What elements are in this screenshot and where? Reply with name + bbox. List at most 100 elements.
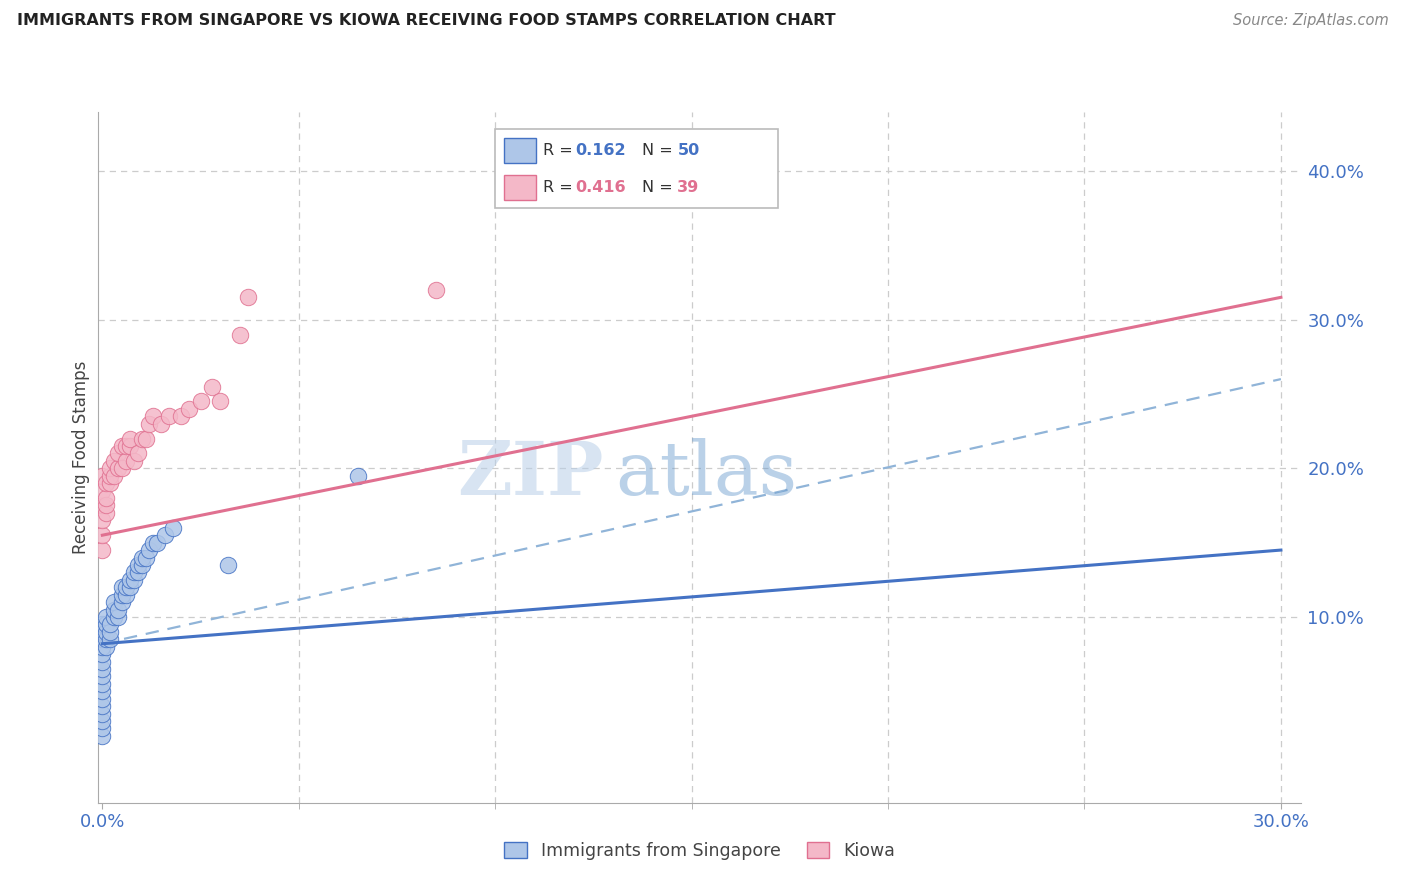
Point xyxy=(91,528,114,542)
Point xyxy=(91,677,114,691)
Point xyxy=(229,327,252,342)
Point xyxy=(115,454,138,468)
Point xyxy=(98,624,121,639)
Point xyxy=(91,543,114,558)
Point xyxy=(107,602,129,616)
Point xyxy=(98,461,121,475)
Point xyxy=(118,580,141,594)
Y-axis label: Receiving Food Stamps: Receiving Food Stamps xyxy=(72,360,90,554)
Point xyxy=(135,432,157,446)
Point xyxy=(122,573,145,587)
Text: 50: 50 xyxy=(678,143,700,158)
Point xyxy=(91,617,114,632)
Point xyxy=(142,409,165,424)
Point xyxy=(122,566,145,580)
Text: N =: N = xyxy=(643,143,678,158)
Point xyxy=(131,432,153,446)
Point xyxy=(96,640,118,654)
Point xyxy=(150,417,173,431)
Text: atlas: atlas xyxy=(616,438,797,511)
Point xyxy=(201,379,224,393)
Point xyxy=(111,595,134,609)
Point xyxy=(107,461,129,475)
Point xyxy=(111,439,134,453)
Point xyxy=(98,632,121,647)
Point xyxy=(103,468,125,483)
Point xyxy=(96,499,118,513)
Point xyxy=(96,476,118,491)
Point xyxy=(111,588,134,602)
Point xyxy=(170,409,193,424)
FancyBboxPatch shape xyxy=(495,128,778,209)
Point xyxy=(96,632,118,647)
Point xyxy=(346,468,368,483)
Point xyxy=(155,528,177,542)
Point xyxy=(98,468,121,483)
Point xyxy=(91,669,114,683)
Point xyxy=(138,417,160,431)
Point xyxy=(91,632,114,647)
Point xyxy=(115,439,138,453)
Point xyxy=(209,394,232,409)
Point xyxy=(91,699,114,714)
Point xyxy=(131,550,153,565)
Point xyxy=(162,521,184,535)
Text: 0.162: 0.162 xyxy=(575,143,626,158)
Point xyxy=(91,655,114,669)
Point xyxy=(190,394,212,409)
Point xyxy=(91,684,114,698)
Point xyxy=(98,476,121,491)
Legend: Immigrants from Singapore, Kiowa: Immigrants from Singapore, Kiowa xyxy=(498,835,901,867)
Point xyxy=(118,432,141,446)
Point xyxy=(91,706,114,721)
Point xyxy=(91,729,114,743)
Point xyxy=(103,454,125,468)
Point xyxy=(91,722,114,736)
Point xyxy=(107,446,129,460)
Point xyxy=(118,439,141,453)
FancyBboxPatch shape xyxy=(503,175,536,201)
Point xyxy=(91,468,114,483)
Point xyxy=(127,566,149,580)
Point xyxy=(91,714,114,728)
Point xyxy=(103,610,125,624)
Point xyxy=(91,483,114,498)
Point xyxy=(115,580,138,594)
Text: Source: ZipAtlas.com: Source: ZipAtlas.com xyxy=(1233,13,1389,29)
Point xyxy=(96,491,118,505)
Text: ZIP: ZIP xyxy=(457,438,603,511)
Point xyxy=(103,602,125,616)
Point xyxy=(91,691,114,706)
Point xyxy=(115,588,138,602)
Point xyxy=(103,595,125,609)
Point xyxy=(127,446,149,460)
Text: R =: R = xyxy=(543,180,578,195)
Point xyxy=(96,624,118,639)
Point xyxy=(118,573,141,587)
Point xyxy=(91,662,114,676)
Text: 39: 39 xyxy=(678,180,700,195)
Text: 0.416: 0.416 xyxy=(575,180,626,195)
Text: IMMIGRANTS FROM SINGAPORE VS KIOWA RECEIVING FOOD STAMPS CORRELATION CHART: IMMIGRANTS FROM SINGAPORE VS KIOWA RECEI… xyxy=(17,13,835,29)
Point xyxy=(138,543,160,558)
Point xyxy=(135,550,157,565)
Point xyxy=(96,617,118,632)
Point xyxy=(107,610,129,624)
Point xyxy=(111,461,134,475)
Point xyxy=(91,499,114,513)
Point xyxy=(91,647,114,661)
Point xyxy=(91,513,114,527)
Point xyxy=(111,580,134,594)
Point xyxy=(131,558,153,572)
Point xyxy=(425,283,447,297)
Point xyxy=(96,506,118,520)
Point xyxy=(91,640,114,654)
Point xyxy=(127,558,149,572)
Point xyxy=(96,610,118,624)
Point xyxy=(177,401,200,416)
Text: N =: N = xyxy=(643,180,678,195)
Text: R =: R = xyxy=(543,143,578,158)
Point xyxy=(217,558,239,572)
FancyBboxPatch shape xyxy=(503,137,536,163)
Point xyxy=(146,535,169,549)
